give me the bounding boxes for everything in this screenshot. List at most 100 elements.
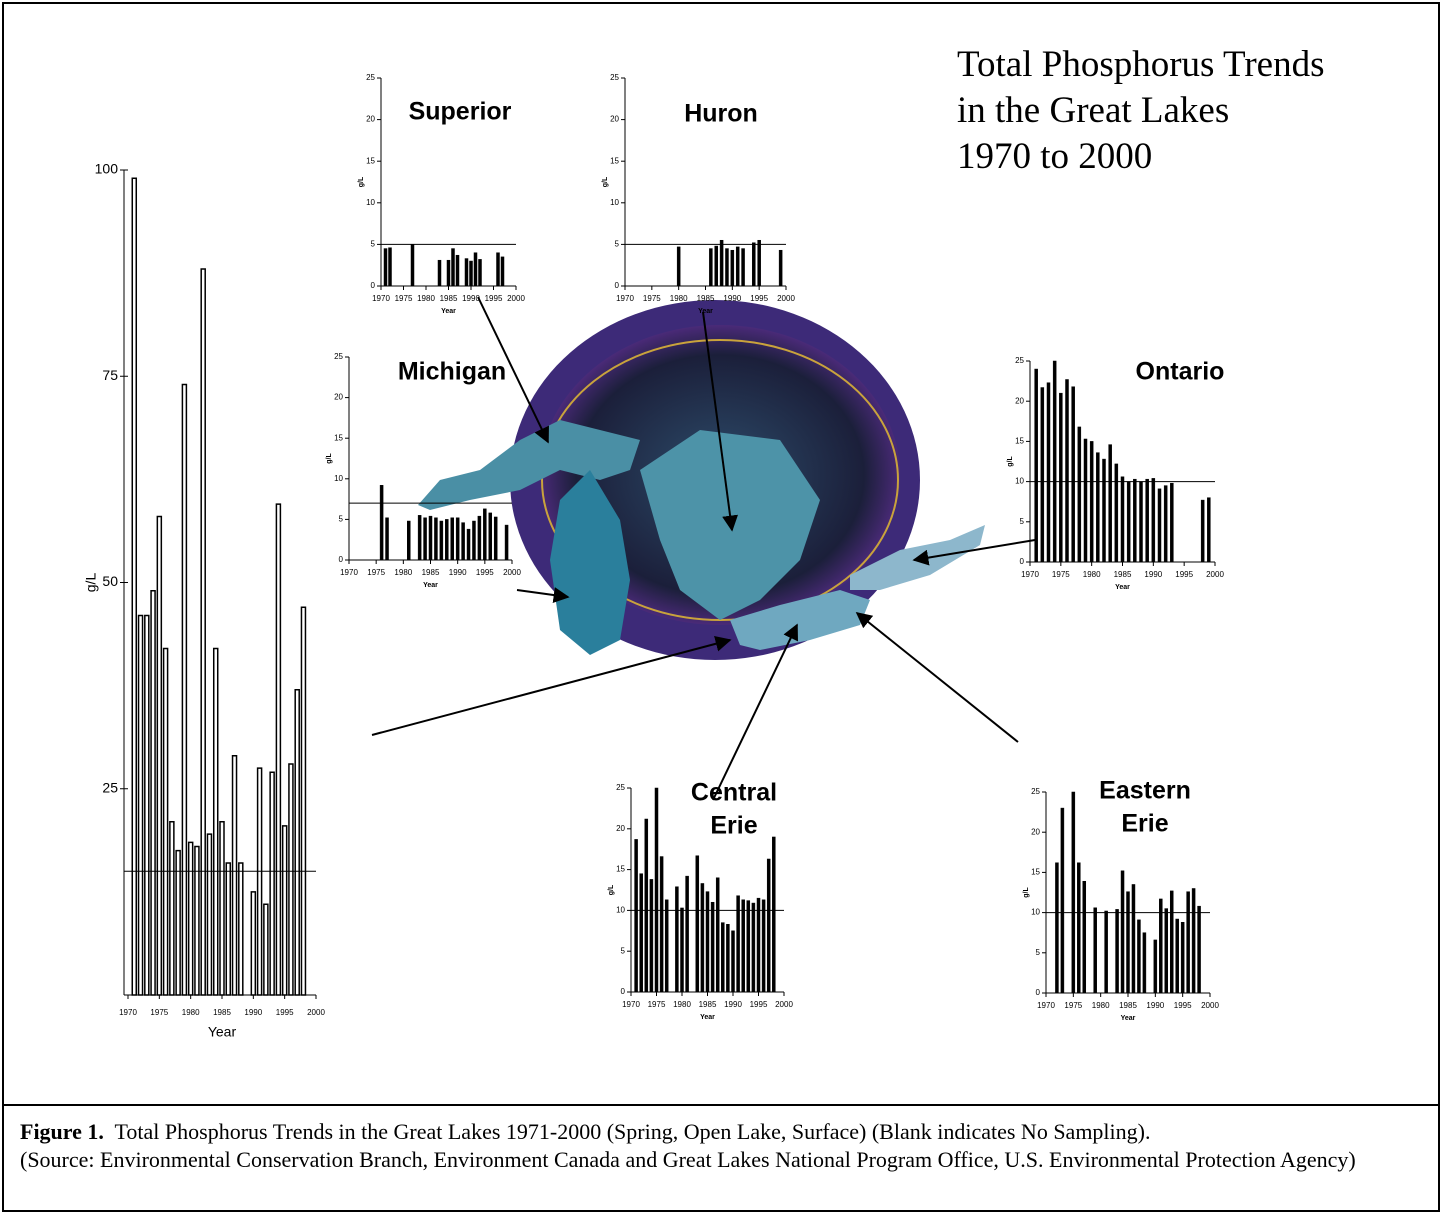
y-tick-label: 5 [615,240,620,249]
x-tick-label: 1970 [616,294,634,303]
caption: Figure 1. Total Phosphorus Trends in the… [20,1118,1400,1174]
y-tick-label: 50 [102,573,118,589]
bar [676,246,681,287]
bar [1151,478,1156,563]
bar [710,901,715,993]
y-tick-label: 25 [1015,356,1024,365]
x-tick-label: 1975 [648,1000,666,1009]
arrow [371,635,732,736]
bar [263,903,269,996]
bar [464,258,469,287]
bar [1114,463,1119,563]
x-tick-label: 1995 [750,294,768,303]
x-tick-label: 1990 [462,294,480,303]
x-tick-label: 1990 [1146,1001,1164,1010]
y-tick-label: 15 [1015,437,1024,446]
bar [1096,452,1100,563]
y-tick-label: 10 [366,198,375,207]
bar [225,862,232,996]
x-tick-label: 1980 [394,568,412,577]
bar [472,520,476,561]
x-tick-label: 1990 [723,294,741,303]
x-tick-label: 2000 [507,294,525,303]
x-tick-label: 1970 [119,1008,137,1017]
bar [644,818,649,993]
x-tick-label: 1975 [367,568,385,577]
bar [500,256,505,287]
chart-title: Erie [710,812,757,840]
y-tick-label: 10 [610,198,619,207]
x-tick-label: 1995 [476,568,494,577]
bar [735,246,740,287]
y-tick-label: 10 [1031,908,1040,917]
bar [175,849,181,996]
y-tick-label: 20 [366,115,375,124]
y-tick-label: 0 [371,281,376,290]
x-tick-label: 1995 [485,294,503,303]
bar [1145,478,1149,563]
y-tick-label: 15 [1031,868,1040,877]
bar [200,268,206,996]
x-tick-label: 1985 [440,294,458,303]
x-tick-label: 1970 [372,294,390,303]
x-tick-label: 2000 [307,1008,325,1017]
x-tick-label: 1980 [417,294,435,303]
bar [709,248,713,287]
bar [649,879,654,993]
title-line: 1970 to 2000 [957,136,1153,177]
bar [451,248,455,287]
x-axis-label: Year [698,308,713,315]
bar [680,907,684,993]
bar [685,875,689,993]
bar [434,517,438,561]
x-tick-label: 1985 [213,1008,231,1017]
chart-title: Eastern [1099,777,1191,805]
y-tick-label: 25 [334,352,343,361]
bar [766,858,771,993]
x-tick-label: 1990 [1144,570,1162,579]
bar [1115,909,1119,994]
bar [1120,476,1125,563]
bar [156,515,163,996]
lake-michigan [550,470,630,655]
bar [288,763,294,996]
bar [162,647,169,996]
x-tick-label: 1980 [182,1008,200,1017]
bar [144,614,150,996]
bar [1131,884,1136,994]
bar [379,485,384,561]
bar [1059,392,1063,563]
y-tick-label: 25 [610,73,619,82]
chart-title: Huron [684,100,758,128]
bar [1139,481,1143,563]
bar [446,259,451,287]
y-tick-label: 10 [616,906,625,915]
bar [675,886,679,993]
bar [1197,905,1201,994]
bar [1040,387,1045,563]
bar [269,771,275,996]
bar [715,877,720,993]
bar [300,606,307,996]
bar [388,247,392,287]
bar [437,259,442,287]
bar [439,520,444,561]
bar [714,245,718,287]
arrow [702,311,739,532]
x-tick-label: 1980 [1083,570,1101,579]
bar [1060,807,1065,994]
bar [504,524,509,561]
bar [1200,499,1205,563]
bar [1157,488,1162,563]
bar [654,787,659,993]
caption-text: Figure 1. Total Phosphorus Trends in the… [20,1118,1400,1146]
x-tick-label: 2000 [503,568,521,577]
bar [1159,898,1163,994]
x-tick-label: 1995 [1175,570,1193,579]
y-tick-label: 0 [1036,988,1041,997]
x-tick-label: 1975 [1052,570,1070,579]
bar [1077,862,1081,994]
y-tick-label: 0 [1020,557,1025,566]
bar [410,244,415,287]
